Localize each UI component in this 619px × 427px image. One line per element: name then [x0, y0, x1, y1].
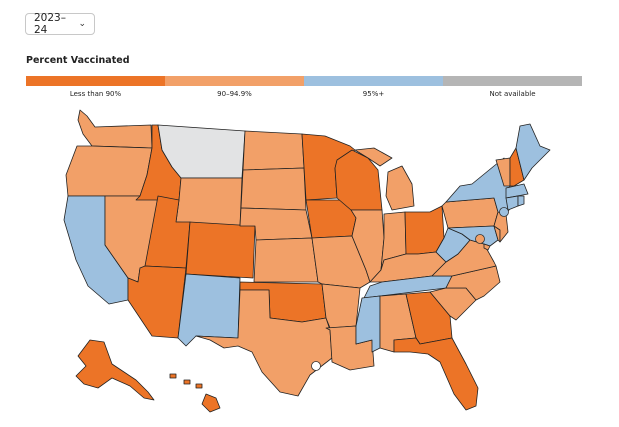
state-TX[interactable] — [195, 289, 333, 397]
legend-swatch-less-than-90 — [26, 76, 165, 86]
state-RI[interactable] — [517, 195, 525, 207]
map-marker-dc — [475, 234, 485, 244]
state-FL[interactable] — [393, 337, 479, 411]
legend-item-less-than-90: Less than 90% — [26, 76, 165, 98]
state-ME[interactable] — [515, 123, 551, 181]
state-HI[interactable] — [169, 373, 221, 413]
state-CT[interactable] — [505, 195, 519, 211]
state-AZ[interactable] — [127, 265, 187, 339]
legend-label-90-94: 90–94.9% — [217, 90, 252, 98]
state-KS[interactable] — [253, 237, 319, 283]
legend: Less than 90% 90–94.9% 95%+ Not availabl… — [26, 76, 582, 98]
state-OH[interactable] — [404, 205, 445, 255]
state-CO[interactable] — [185, 221, 256, 279]
state-WA[interactable] — [77, 109, 153, 149]
state-AR[interactable] — [321, 283, 361, 329]
state-MA[interactable] — [505, 183, 529, 199]
state-NM[interactable] — [177, 273, 241, 347]
legend-item-95-plus: 95%+ — [304, 76, 443, 98]
legend-swatch-90-94 — [165, 76, 304, 86]
legend-item-90-94: 90–94.9% — [165, 76, 304, 98]
year-select-value: 2023–24 — [34, 12, 66, 36]
year-select[interactable]: 2023–24 ⌄ — [25, 12, 95, 36]
legend-swatch-95-plus — [304, 76, 443, 86]
state-PA[interactable] — [441, 197, 499, 229]
state-MI[interactable] — [354, 147, 415, 211]
legend-label-less-than-90: Less than 90% — [69, 90, 122, 98]
legend-label-not-available: Not available — [489, 90, 536, 98]
state-DC[interactable] — [483, 243, 491, 251]
legend-label-95-plus: 95%+ — [362, 90, 385, 98]
map-marker-houston — [311, 361, 321, 371]
state-ND[interactable] — [242, 130, 305, 171]
state-OR[interactable] — [65, 145, 153, 197]
chevron-down-icon: ⌄ — [78, 19, 86, 29]
state-WY[interactable] — [175, 177, 243, 227]
legend-title: Percent Vaccinated — [26, 55, 130, 66]
legend-swatch-not-available — [443, 76, 582, 86]
state-NH[interactable] — [509, 147, 525, 187]
state-SD[interactable] — [240, 167, 307, 211]
map-marker-nyc — [499, 207, 509, 217]
state-AK[interactable] — [75, 339, 155, 401]
legend-item-not-available: Not available — [443, 76, 582, 98]
